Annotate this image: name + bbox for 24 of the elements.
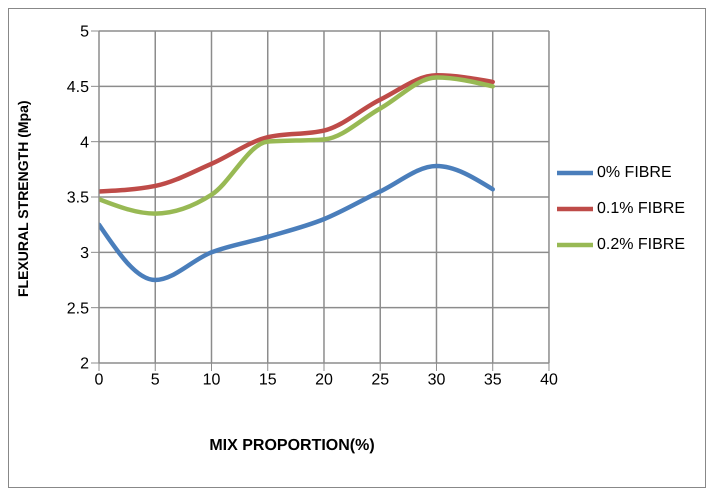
y-tick-label: 3 — [80, 245, 90, 262]
x-axis-title: MIX PROPORTION(%) — [209, 437, 375, 454]
legend-label: 0.1% FIBRE — [596, 200, 685, 218]
y-tick-label: 5 — [80, 24, 90, 41]
x-tick-label: 25 — [371, 371, 390, 388]
x-tick-label: 0 — [94, 371, 104, 388]
y-tick-label: 4 — [80, 134, 90, 152]
y-tick-label: 3.5 — [66, 190, 90, 207]
y-tick-label: 2 — [80, 356, 90, 373]
line-series — [99, 75, 495, 216]
y-tick-label: 4.5 — [66, 79, 90, 96]
line-series — [99, 164, 495, 282]
x-tick-label: 40 — [540, 371, 558, 388]
x-tick-label: 20 — [315, 371, 333, 388]
line-series — [99, 73, 495, 194]
legend-label: 0% FIBRE — [596, 164, 672, 182]
x-tick-label: 10 — [202, 371, 220, 388]
y-tick-label: 2.5 — [66, 300, 90, 318]
y-axis-title: FLEXURAL STRENGTH (Mpa) — [14, 100, 31, 297]
x-tick-label: 35 — [484, 371, 502, 388]
x-tick-label: 30 — [428, 371, 446, 388]
x-tick-label: 15 — [258, 371, 277, 388]
legend-label: 0.2% FIBRE — [596, 236, 685, 254]
x-tick-label: 5 — [150, 371, 160, 388]
